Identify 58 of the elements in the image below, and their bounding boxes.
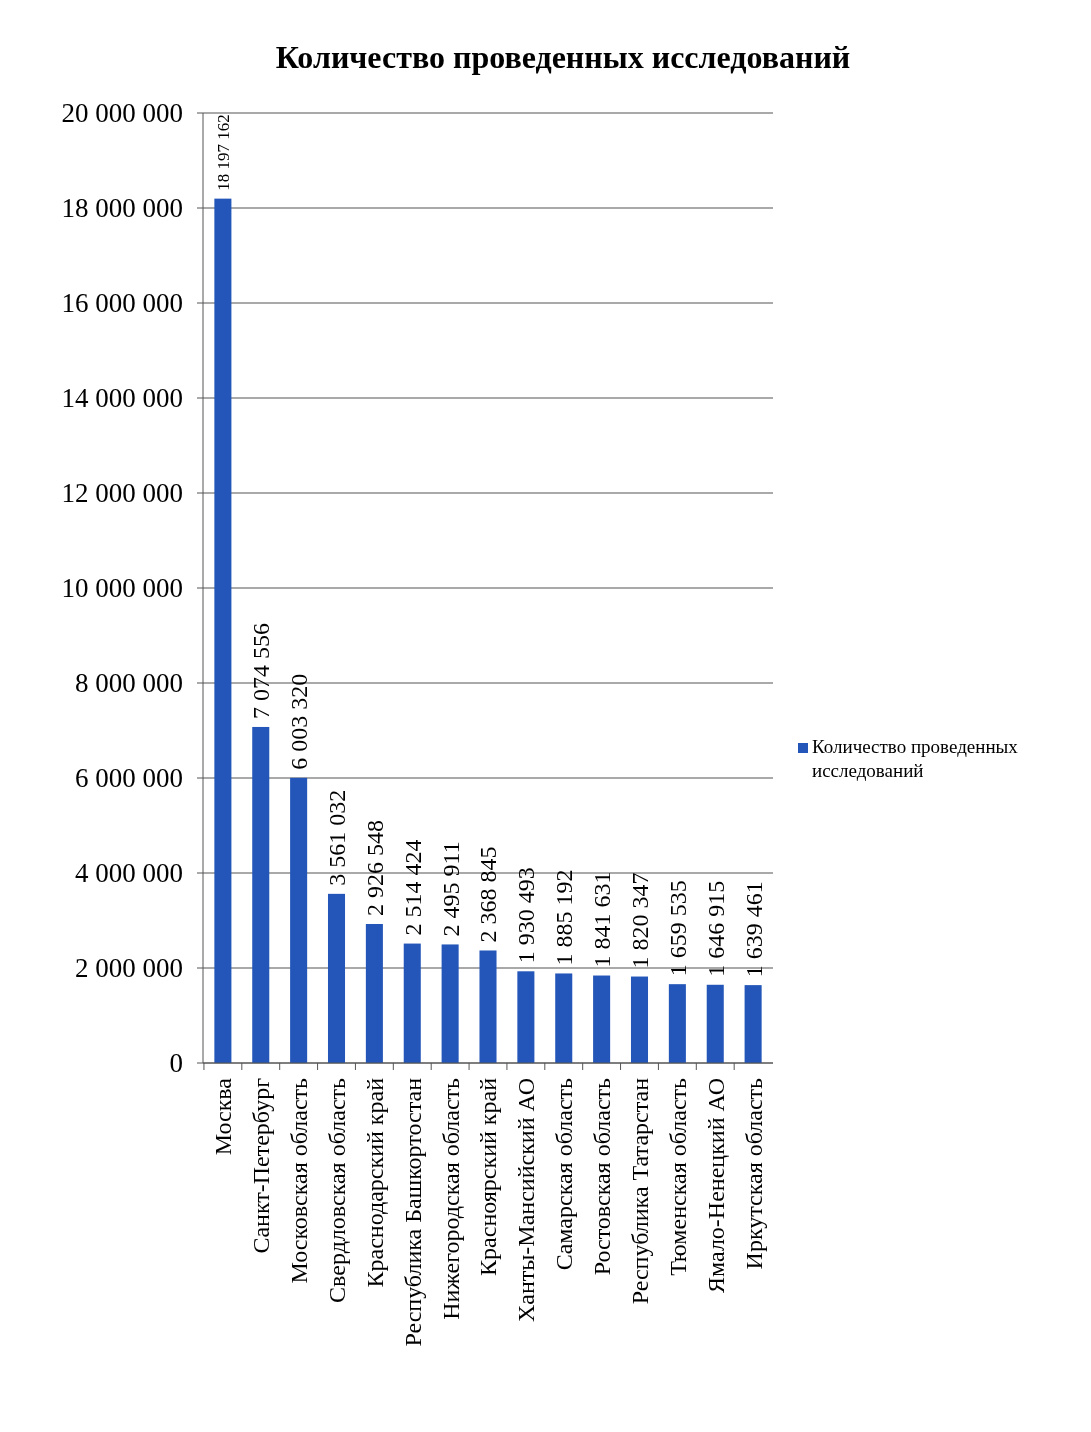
x-tick-label: Иркутская область [740, 1077, 767, 1270]
bar [630, 976, 649, 1063]
text: 1 659 535 [664, 880, 691, 977]
y-tick-label: 10 000 000 [61, 573, 183, 604]
x-tick-label: Москва [210, 1077, 237, 1156]
x-tick-label: Республика Татарстан [626, 1077, 653, 1305]
x-tick-label: Ямало-Ненецкий АО [702, 1078, 729, 1294]
y-tick-label: 0 [169, 1048, 183, 1079]
text: 2 368 845 [475, 846, 502, 943]
bar [479, 950, 497, 1063]
text: 2 514 424 [399, 839, 426, 936]
x-tick-label: Санкт-Петербург [248, 1077, 275, 1254]
bar [668, 984, 686, 1063]
bar [290, 777, 308, 1063]
bar [744, 985, 762, 1063]
bar [593, 975, 611, 1063]
text: 1 885 192 [551, 869, 578, 966]
x-tick-label: Ростовская область [589, 1077, 616, 1276]
x-tick-label: Самарская область [551, 1077, 578, 1271]
y-tick-label: 20 000 000 [61, 98, 183, 129]
text: 2 495 911 [437, 841, 464, 937]
bar [403, 943, 421, 1063]
text: 1 930 493 [513, 867, 540, 964]
y-tick-label: 2 000 000 [75, 953, 183, 984]
x-tick-label: Тюменская область [664, 1077, 691, 1276]
bar [555, 973, 573, 1063]
x-tick-label: Красноярский край [475, 1077, 502, 1276]
text: 1 646 915 [702, 880, 729, 977]
text: 18 197 162 [213, 114, 233, 191]
bar [214, 198, 232, 1063]
bar [252, 726, 270, 1063]
y-tick-label: 18 000 000 [61, 193, 183, 224]
y-tick-label: 16 000 000 [61, 288, 183, 319]
y-tick-label: 12 000 000 [61, 478, 183, 509]
x-tick-label: Ханты-Мансийский АО [513, 1078, 540, 1323]
x-tick-label: Свердловская область [323, 1077, 350, 1303]
x-tick-label: Московская область [286, 1077, 313, 1284]
x-tick-label: Краснодарский край [361, 1077, 388, 1288]
text: 3 561 032 [323, 789, 350, 886]
text: 2 926 548 [361, 819, 388, 916]
text: 1 639 461 [740, 881, 767, 978]
bar [327, 893, 346, 1063]
text: 1 841 631 [589, 871, 616, 968]
bar [441, 944, 459, 1063]
y-tick-label: 14 000 000 [61, 383, 183, 414]
x-tick-label: Нижегородская область [437, 1077, 464, 1320]
chart-title: Количество проведенных исследований [275, 39, 851, 75]
text: 6 003 320 [286, 673, 313, 770]
x-tick-label: Республика Башкортостан [399, 1077, 426, 1347]
text: 1 820 347 [626, 872, 653, 969]
y-tick-label: 6 000 000 [75, 763, 183, 794]
bar [706, 984, 724, 1063]
y-tick-label: 8 000 000 [75, 668, 183, 699]
bar [517, 971, 535, 1063]
bar [365, 923, 383, 1063]
y-tick-label: 4 000 000 [75, 858, 183, 889]
legend-label: Количество проведенных исследований [812, 736, 1019, 781]
text: 7 074 556 [248, 622, 275, 719]
